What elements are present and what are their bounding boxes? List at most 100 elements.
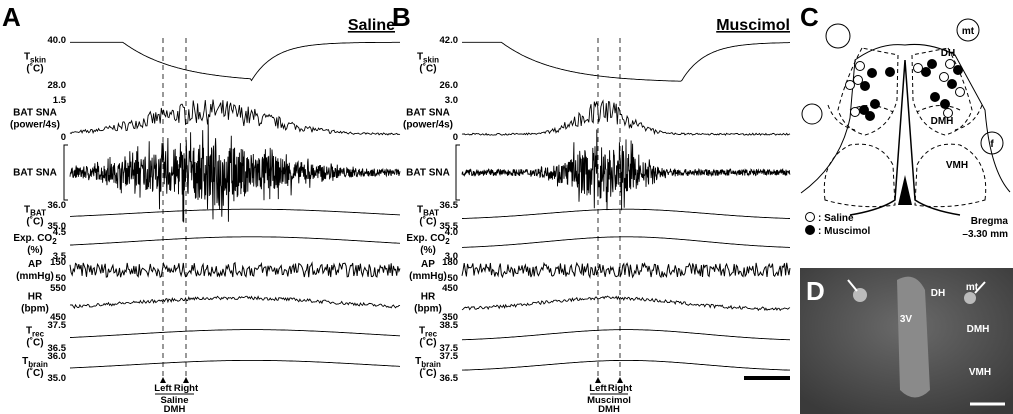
label-text: BAT SNA	[13, 108, 57, 119]
tick-label: 26.0	[440, 80, 459, 91]
legend-dot	[805, 212, 815, 222]
trace	[69, 359, 401, 369]
label-text: T	[24, 205, 30, 216]
panel-letter: D	[806, 276, 825, 306]
scale-bracket	[63, 144, 68, 201]
outline	[837, 47, 899, 136]
tick-label: 350	[442, 312, 458, 323]
trace	[462, 208, 790, 219]
trace-label: HR	[421, 292, 436, 303]
trace-label: Tskin	[417, 52, 439, 65]
site-dot	[860, 81, 870, 91]
tick-label: 35.0	[48, 373, 67, 384]
site-dot	[953, 65, 963, 75]
tick-label: 550	[50, 283, 66, 294]
trace-unit: (power/4s)	[10, 120, 60, 131]
site-dot	[955, 87, 965, 97]
trace	[70, 329, 400, 338]
tick-label: 37.5	[440, 343, 459, 354]
label-text: Exp. CO	[406, 233, 445, 244]
label-sub: brain	[421, 360, 441, 369]
site-dot	[930, 92, 940, 102]
label-text: T	[22, 356, 28, 367]
arrowhead	[595, 377, 601, 383]
tick-label: 36.0	[48, 351, 67, 362]
outline	[849, 59, 961, 216]
site-dot	[850, 107, 860, 117]
tick-label: 50	[55, 273, 66, 284]
trace	[461, 129, 791, 211]
site-dot	[913, 63, 923, 73]
site-dot	[853, 75, 863, 85]
tick-label: 35.0	[48, 221, 67, 232]
tick-label: 0	[61, 132, 66, 143]
treatment: DMH	[598, 404, 620, 414]
site-dot	[865, 111, 875, 121]
trace-unit: (˚C)	[419, 63, 436, 75]
trace-label: BAT SNA	[13, 108, 57, 119]
trace-unit: (mmHg)	[409, 271, 447, 282]
label-text: T	[24, 52, 30, 63]
third-ventricle	[897, 276, 930, 398]
outline	[914, 143, 987, 208]
region-label: DH	[931, 288, 945, 299]
label-text: AP	[28, 259, 42, 270]
label-text: BAT SNA	[406, 168, 450, 179]
label-text: T	[419, 326, 425, 337]
region-label: VMH	[946, 160, 968, 171]
trace-label: Exp. CO2	[13, 233, 57, 246]
lesion	[853, 288, 867, 302]
tick-label: 180	[442, 257, 458, 268]
label-sub: 2	[445, 237, 450, 246]
trace-unit: (mmHg)	[16, 271, 54, 282]
trace-unit: (bpm)	[21, 304, 49, 315]
lesion	[964, 292, 976, 304]
label-sub: 2	[52, 237, 57, 246]
trace-unit: (˚C)	[26, 63, 43, 75]
tick-label: 0	[453, 132, 458, 143]
tick-label: 3.5	[53, 251, 67, 262]
outline	[801, 103, 823, 125]
arrowhead	[183, 377, 189, 383]
site-dot	[845, 80, 855, 90]
tick-label: 36.5	[440, 373, 459, 384]
trace-label: BAT SNA	[406, 108, 450, 119]
trace-unit: (power/4s)	[403, 120, 453, 131]
trace	[462, 236, 790, 248]
label-sub: BAT	[30, 209, 46, 218]
marker-label: Left	[589, 383, 607, 394]
tick-label: 3.0	[445, 251, 458, 262]
tick-label: 3.0	[445, 95, 458, 106]
treatment: Muscimol	[587, 395, 631, 406]
site-dot	[945, 59, 955, 69]
trace	[69, 99, 401, 136]
trace-unit: (%)	[27, 245, 43, 256]
trace-label: Tbrain	[415, 356, 441, 369]
outline	[823, 143, 896, 208]
trace-label: AP	[28, 259, 42, 270]
trace-label: BAT SNA	[406, 168, 450, 179]
site-dot	[855, 61, 865, 71]
marker-label: Right	[174, 383, 199, 394]
trace-label: BAT SNA	[13, 168, 57, 179]
trace-label: TBAT	[417, 205, 439, 218]
trace	[461, 295, 791, 312]
tick-label: 38.5	[440, 320, 459, 331]
tick-label: 150	[50, 257, 66, 268]
trace-unit: (bpm)	[414, 304, 442, 315]
tick-label: 36.0	[48, 200, 67, 211]
label-sub: rec	[32, 330, 45, 339]
site-dot	[870, 99, 880, 109]
region-label: VMH	[969, 367, 991, 378]
label-text: AP	[421, 259, 435, 270]
site-dot	[867, 68, 877, 78]
trace	[69, 119, 401, 223]
label-text: HR	[421, 292, 436, 303]
region-label: mt	[962, 26, 975, 37]
label-text: T	[417, 52, 423, 63]
site-dot	[940, 99, 950, 109]
trace-label: Exp. CO2	[406, 233, 450, 246]
panel-title: Muscimol	[716, 17, 790, 34]
outline	[827, 104, 983, 131]
